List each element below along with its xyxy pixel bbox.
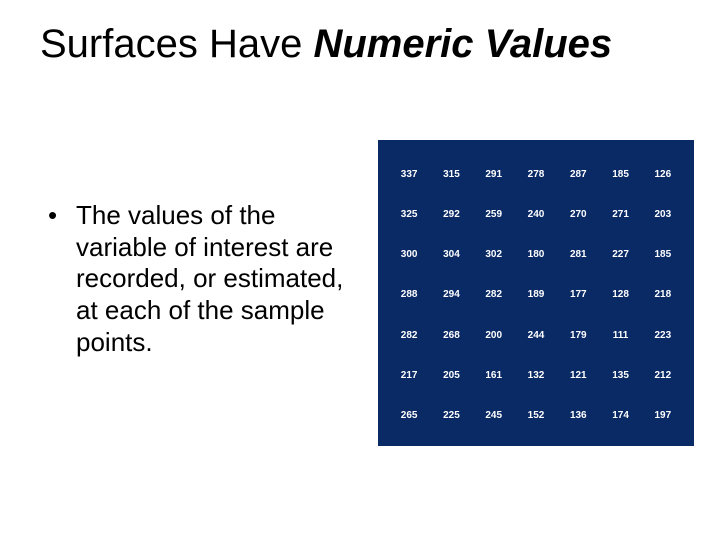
grid-cell: 185 [599, 169, 641, 180]
grid-cell: 304 [430, 249, 472, 260]
numeric-grid: 3373152912782871851263252922592402702712… [378, 140, 694, 446]
grid-cell: 126 [642, 169, 684, 180]
grid-cell: 200 [473, 330, 515, 341]
grid-cell: 240 [515, 209, 557, 220]
grid-cell: 180 [515, 249, 557, 260]
grid-cell: 212 [642, 370, 684, 381]
grid-cell: 268 [430, 330, 472, 341]
grid-cell: 282 [473, 289, 515, 300]
grid-cell: 288 [388, 289, 430, 300]
grid-cell: 337 [388, 169, 430, 180]
grid-cell: 174 [599, 410, 641, 421]
slide-title: Surfaces Have Numeric Values [40, 22, 690, 67]
bullet-item: • The values of the variable of interest… [48, 200, 348, 359]
grid-cell: 218 [642, 289, 684, 300]
bullet-block: • The values of the variable of interest… [48, 200, 348, 359]
grid-cell: 121 [557, 370, 599, 381]
grid-cell: 302 [473, 249, 515, 260]
grid-cell: 287 [557, 169, 599, 180]
grid-cell: 128 [599, 289, 641, 300]
grid-cell: 135 [599, 370, 641, 381]
grid-cell: 245 [473, 410, 515, 421]
grid-cell: 227 [599, 249, 641, 260]
grid-cell: 161 [473, 370, 515, 381]
bullet-marker: • [48, 200, 76, 359]
grid-cell: 225 [430, 410, 472, 421]
grid-cell: 291 [473, 169, 515, 180]
grid-cell: 325 [388, 209, 430, 220]
grid-cell: 223 [642, 330, 684, 341]
grid-cell: 152 [515, 410, 557, 421]
grid-cell: 177 [557, 289, 599, 300]
grid-cell: 179 [557, 330, 599, 341]
grid-cell: 282 [388, 330, 430, 341]
grid-cell: 271 [599, 209, 641, 220]
grid-cell: 300 [388, 249, 430, 260]
grid-cell: 185 [642, 249, 684, 260]
grid-cell: 270 [557, 209, 599, 220]
grid-cell: 265 [388, 410, 430, 421]
grid-cell: 203 [642, 209, 684, 220]
title-part-emphasis: Numeric Values [313, 22, 612, 66]
grid-cell: 294 [430, 289, 472, 300]
grid-cell: 197 [642, 410, 684, 421]
grid-cell: 132 [515, 370, 557, 381]
grid-cell: 217 [388, 370, 430, 381]
grid-cell: 189 [515, 289, 557, 300]
slide: Surfaces Have Numeric Values • The value… [0, 0, 720, 540]
bullet-text: The values of the variable of interest a… [76, 200, 348, 359]
grid-cell: 292 [430, 209, 472, 220]
grid-cell: 244 [515, 330, 557, 341]
grid-cell: 136 [557, 410, 599, 421]
grid-cell: 315 [430, 169, 472, 180]
grid-cell: 205 [430, 370, 472, 381]
title-part-normal: Surfaces Have [40, 22, 313, 66]
grid-cell: 259 [473, 209, 515, 220]
grid-cell: 278 [515, 169, 557, 180]
grid-cell: 111 [599, 330, 641, 341]
grid-cell: 281 [557, 249, 599, 260]
